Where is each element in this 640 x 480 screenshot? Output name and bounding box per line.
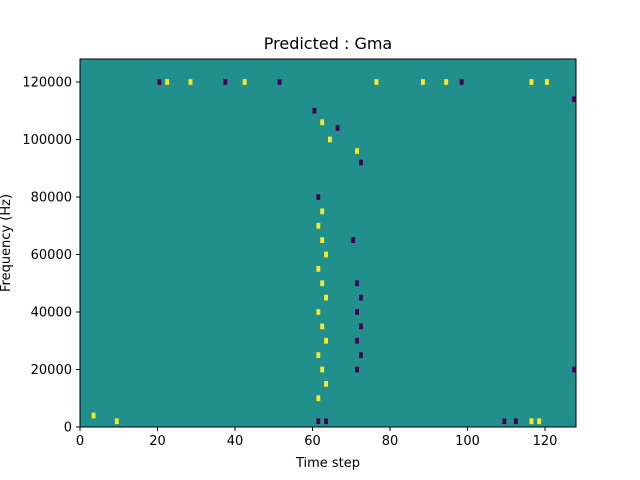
y-tick-label: 60000: [31, 248, 72, 263]
heatmap-cell: [324, 337, 328, 344]
heatmap-cell: [359, 294, 363, 301]
heatmap-cell: [312, 107, 317, 114]
heatmap-cell: [188, 79, 193, 85]
heatmap-cell: [335, 125, 340, 131]
heatmap-cell: [324, 418, 328, 425]
heatmap-cell: [324, 294, 328, 301]
heatmap-cell: [320, 323, 325, 330]
heatmap-background: [80, 59, 576, 427]
y-tick-label: 40000: [31, 306, 72, 321]
heatmap-cell: [514, 418, 518, 425]
heatmap-cell: [355, 148, 359, 154]
plot-area: [79, 58, 577, 428]
heatmap-cell: [320, 280, 325, 287]
y-axis-label: Frequency (Hz): [0, 194, 14, 292]
heatmap-cell: [572, 96, 576, 103]
y-axis: 0 20000 40000 60000 80000 100000 120000: [22, 76, 80, 436]
heatmap-cell: [328, 136, 332, 143]
heatmap-cell: [277, 79, 282, 85]
heatmap-cell: [529, 418, 534, 425]
y-tick-label: 80000: [31, 191, 72, 206]
heatmap-cell: [545, 79, 549, 85]
heatmap-cells: [91, 79, 576, 425]
heatmap-cell: [320, 366, 325, 373]
heatmap-cell: [355, 309, 359, 315]
heatmap-cell: [324, 251, 328, 258]
heatmap-cell: [444, 79, 449, 85]
heatmap-cell: [537, 418, 542, 425]
heatmap-cell: [374, 79, 379, 85]
heatmap-cell: [165, 79, 170, 85]
heatmap-cell: [320, 119, 325, 126]
heatmap-cell: [421, 79, 425, 85]
x-axis: 0 20 40 60 80 100 120: [76, 427, 558, 449]
heatmap-cell: [316, 266, 321, 272]
heatmap-cell: [242, 79, 247, 85]
heatmap-cell: [316, 194, 321, 200]
heatmap-cell: [359, 323, 363, 330]
heatmap-cell: [502, 418, 507, 425]
x-tick-label: 100: [455, 434, 480, 449]
heatmap-cell: [320, 237, 325, 243]
x-tick-label: 20: [149, 434, 166, 449]
heatmap-cell: [529, 79, 534, 85]
x-tick-label: 120: [533, 434, 558, 449]
heatmap-cell: [359, 352, 363, 358]
heatmap-cell: [351, 237, 356, 243]
heatmap-cell: [572, 366, 576, 373]
y-tick-label: 120000: [22, 76, 72, 91]
heatmap-cell: [157, 79, 162, 85]
heatmap-cell: [355, 366, 359, 373]
plot-frame: [79, 58, 577, 428]
heatmap-cell: [316, 395, 321, 402]
heatmap-cell: [355, 337, 359, 344]
x-tick-label: 60: [304, 434, 321, 449]
y-tick-label: 100000: [22, 133, 72, 148]
heatmap-cell: [316, 222, 321, 229]
heatmap-cell: [316, 352, 321, 358]
heatmap-cell: [114, 418, 119, 425]
heatmap-cell: [316, 309, 321, 315]
heatmap-cell: [324, 381, 328, 387]
heatmap-cell: [91, 412, 96, 419]
heatmap-cell: [355, 280, 359, 287]
heatmap-cell: [359, 159, 363, 166]
heatmap-cell: [223, 79, 228, 85]
y-tick-label: 0: [64, 421, 72, 436]
chart-title: Predicted : Gma: [264, 34, 392, 53]
x-axis-label: Time step: [295, 456, 360, 471]
y-tick-label: 20000: [31, 363, 72, 378]
x-tick-label: 80: [382, 434, 399, 449]
heatmap-cell: [459, 79, 464, 85]
x-tick-label: 0: [76, 434, 84, 449]
heatmap-cell: [320, 208, 325, 215]
heatmap-cell: [316, 418, 321, 425]
x-tick-label: 40: [227, 434, 244, 449]
